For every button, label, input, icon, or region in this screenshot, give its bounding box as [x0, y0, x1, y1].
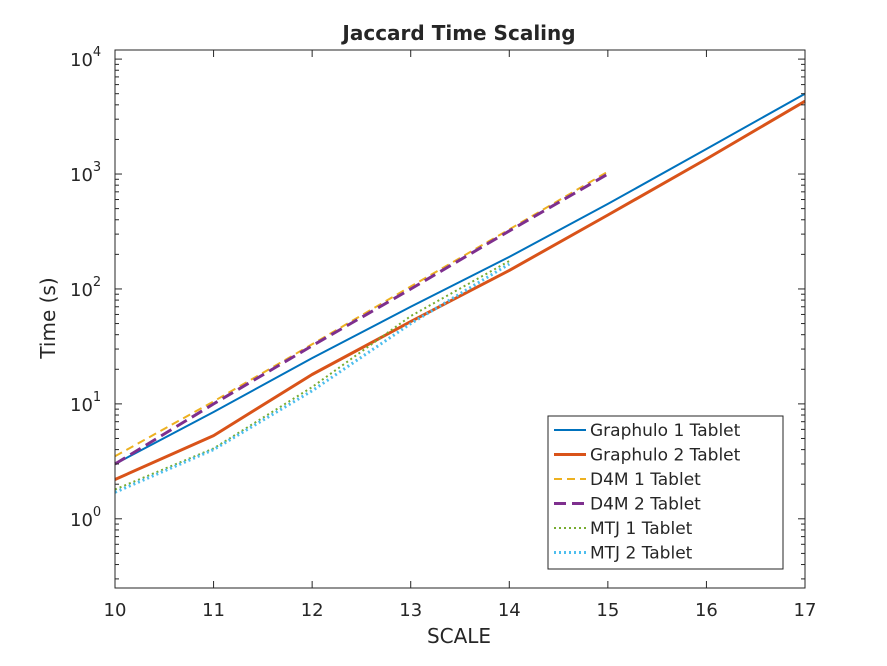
legend-label-2: Graphulo 2 Tablet — [590, 446, 741, 466]
legend-box — [547, 415, 784, 570]
x-axis-label: SCALE — [427, 624, 491, 648]
series-line-1 — [114, 92, 806, 465]
y-tick-exponent: 3 — [93, 160, 101, 175]
x-tick-label: 14 — [498, 600, 521, 621]
y-tick-exponent: 2 — [93, 275, 101, 290]
y-tick-exponent: 1 — [93, 390, 101, 405]
series-line-6 — [114, 262, 511, 494]
x-tick-label: 13 — [399, 600, 422, 621]
legend-label-1: Graphulo 1 Tablet — [590, 421, 741, 441]
x-tick-label: 15 — [596, 600, 619, 621]
series-line-5 — [114, 260, 510, 491]
y-axis-label: Time (s) — [36, 277, 60, 359]
y-tick-exponent: 0 — [93, 505, 101, 520]
y-tick-exponent: 4 — [93, 45, 101, 60]
legend: Graphulo 1 Tablet Graphulo 2 Tablet D4M 1 … — [547, 415, 784, 570]
axes-box — [114, 49, 806, 589]
x-tick-label: 11 — [202, 600, 225, 621]
plot-area — [114, 92, 806, 494]
x-tick-label: 17 — [794, 600, 817, 621]
x-tick-label: 12 — [301, 600, 324, 621]
chart-title: Jaccard Time Scaling — [340, 21, 575, 45]
legend-label-5: MTJ 1 Tablet — [590, 519, 693, 539]
legend-label-6: MTJ 2 Tablet — [590, 544, 693, 564]
series-line-2 — [114, 99, 806, 481]
legend-label-4: D4M 2 Tablet — [590, 495, 701, 515]
x-tick-label: 10 — [104, 600, 127, 621]
legend-label-3: D4M 1 Tablet — [590, 470, 701, 490]
series-line-4 — [114, 172, 609, 466]
x-tick-label: 16 — [695, 600, 718, 621]
